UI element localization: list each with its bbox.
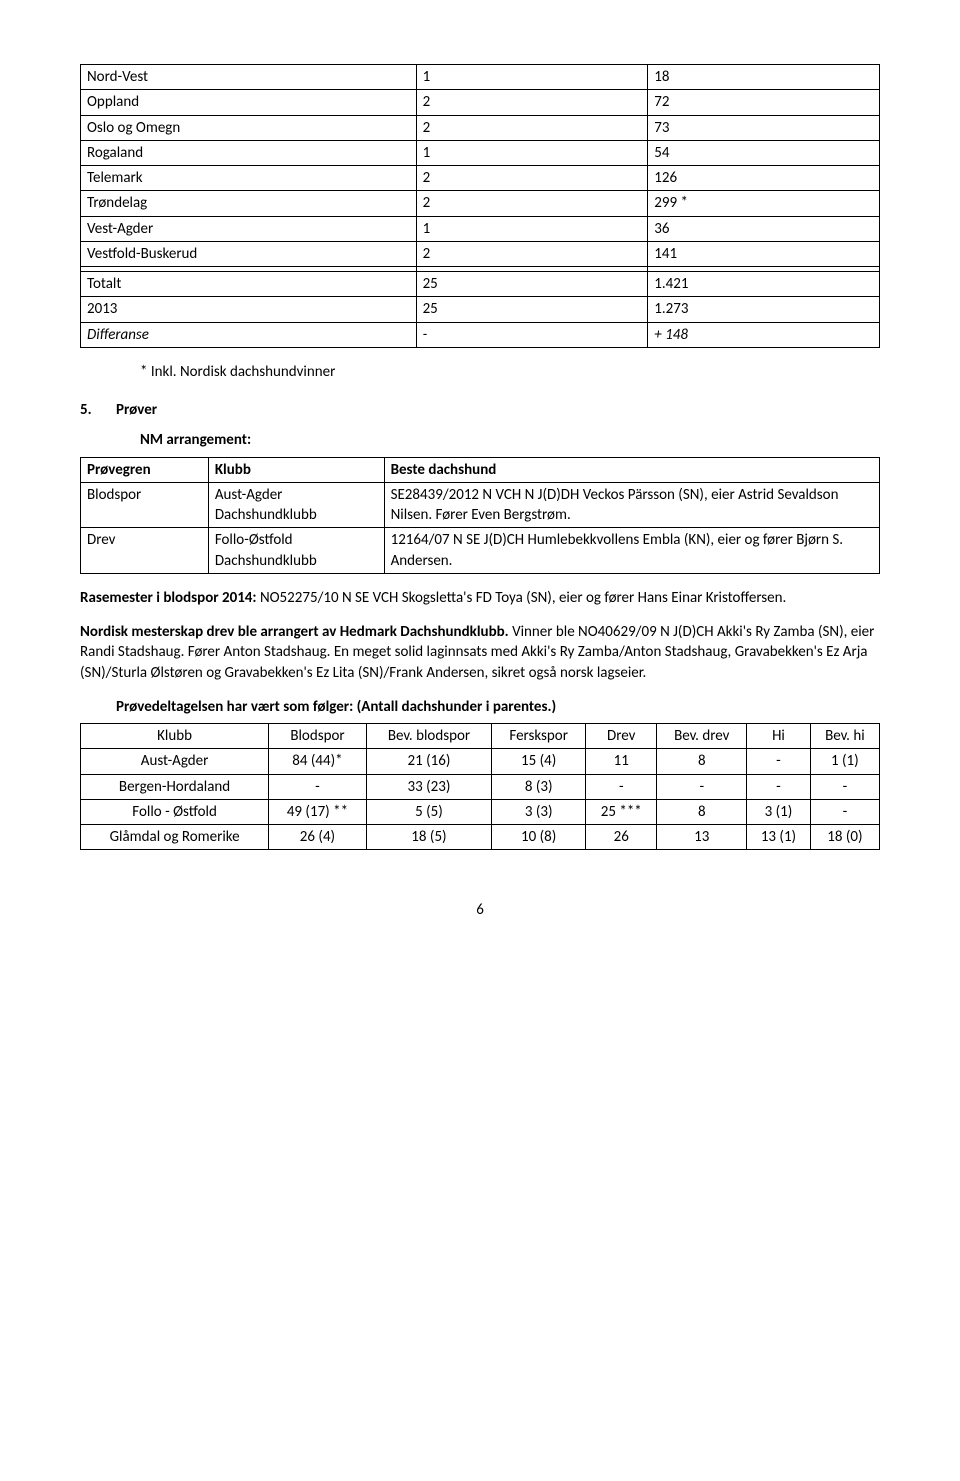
table-header-cell: Bev. blodspor [366, 724, 491, 749]
table-cell: Rogaland [81, 140, 417, 165]
table-cell: 8 [657, 799, 747, 824]
table-header-cell: Prøvegren [81, 457, 209, 482]
table-cell: Totalt [81, 272, 417, 297]
table-cell: 72 [648, 90, 880, 115]
table-header-cell: Blodspor [269, 724, 367, 749]
region-counts-table: Nord-Vest118Oppland272Oslo og Omegn273Ro… [80, 64, 880, 348]
table-header-cell: Ferskspor [492, 724, 586, 749]
table-cell: 2 [416, 166, 648, 191]
deltagelse-heading: Prøvedeltagelsen har vært som følger: (A… [116, 697, 880, 717]
table-cell: 13 (1) [747, 825, 811, 850]
table-cell: - [416, 322, 648, 347]
table-cell: Trøndelag [81, 191, 417, 216]
table-cell: 2 [416, 90, 648, 115]
table-cell: 54 [648, 140, 880, 165]
table-cell: 5 (5) [366, 799, 491, 824]
table-cell: Aust-Agder Dachshundklubb [208, 482, 384, 528]
table-cell: Telemark [81, 166, 417, 191]
table-cell: Oslo og Omegn [81, 115, 417, 140]
table-cell: 8 [657, 749, 747, 774]
table-cell: 26 (4) [269, 825, 367, 850]
table-cell: - [586, 774, 657, 799]
table-cell: 18 (0) [810, 825, 879, 850]
table-cell: 2 [416, 115, 648, 140]
nordisk-bold: Nordisk mesterskap drev ble arrangert av… [80, 623, 509, 641]
table-cell: Oppland [81, 90, 417, 115]
table-cell: 1 (1) [810, 749, 879, 774]
table-cell: 1 [416, 140, 648, 165]
table-cell: 8 (3) [492, 774, 586, 799]
table-cell: Nord-Vest [81, 65, 417, 90]
table-cell: Vestfold-Buskerud [81, 241, 417, 266]
table-cell: Drev [81, 528, 209, 574]
table-header-cell: Bev. hi [810, 724, 879, 749]
table-cell: 1.273 [648, 297, 880, 322]
table-cell: 26 [586, 825, 657, 850]
table-cell: Aust-Agder [81, 749, 269, 774]
table-cell: 18 [648, 65, 880, 90]
table-cell: 2 [416, 191, 648, 216]
table-cell: Follo - Østfold [81, 799, 269, 824]
table-cell: 1 [416, 65, 648, 90]
inkl-note: * Inkl. Nordisk dachshundvinner [140, 362, 880, 382]
table-cell: Blodspor [81, 482, 209, 528]
table-cell: 21 (16) [366, 749, 491, 774]
table-cell: 141 [648, 241, 880, 266]
table-cell: 3 (1) [747, 799, 811, 824]
section-5-heading: 5. Prøver [80, 400, 880, 420]
section-title: Prøver [116, 400, 157, 420]
table-cell: - [747, 749, 811, 774]
table-header-cell: Klubb [208, 457, 384, 482]
nm-arrangement-heading: NM arrangement: [140, 430, 880, 450]
nm-arrangement-table: PrøvegrenKlubbBeste dachshund BlodsporAu… [80, 457, 880, 574]
table-cell: 33 (23) [366, 774, 491, 799]
page-number: 6 [80, 900, 880, 920]
table-header-cell: Drev [586, 724, 657, 749]
table-cell: - [810, 774, 879, 799]
table-header-cell: Beste dachshund [384, 457, 879, 482]
section-number: 5. [80, 400, 116, 420]
table-cell: SE28439/2012 N VCH N J(D)DH Veckos Pärss… [384, 482, 879, 528]
deltagelse-table: KlubbBlodsporBev. blodsporFersksporDrevB… [80, 723, 880, 850]
table-cell: 49 (17) ** [269, 799, 367, 824]
table-header-cell: Bev. drev [657, 724, 747, 749]
table-cell: 12164/07 N SE J(D)CH Humlebekkvollens Em… [384, 528, 879, 574]
table-cell: Vest-Agder [81, 216, 417, 241]
table-cell: 25 [416, 297, 648, 322]
table-cell: 36 [648, 216, 880, 241]
table-cell: 15 (4) [492, 749, 586, 774]
table-cell: 1.421 [648, 272, 880, 297]
table-cell: Differanse [81, 322, 417, 347]
nordisk-paragraph: Nordisk mesterskap drev ble arrangert av… [80, 622, 880, 683]
table-cell: Bergen-Hordaland [81, 774, 269, 799]
table-cell: 2013 [81, 297, 417, 322]
table-cell: 73 [648, 115, 880, 140]
table-header-cell: Klubb [81, 724, 269, 749]
rasemester-text: NO52275/10 N SE VCH Skogsletta's FD Toya… [260, 589, 786, 607]
table-cell: 299 * [648, 191, 880, 216]
rasemester-label: Rasemester i blodspor 2014: [80, 589, 260, 607]
table-cell: 11 [586, 749, 657, 774]
table-cell: - [657, 774, 747, 799]
table-cell: Glåmdal og Romerike [81, 825, 269, 850]
table-cell: 126 [648, 166, 880, 191]
table-cell: 3 (3) [492, 799, 586, 824]
table-cell: 25 [416, 272, 648, 297]
table-cell: 10 (8) [492, 825, 586, 850]
table-cell: - [747, 774, 811, 799]
table-cell: 84 (44)* [269, 749, 367, 774]
table-cell: 25 *** [586, 799, 657, 824]
table-cell: 1 [416, 216, 648, 241]
rasemester-paragraph: Rasemester i blodspor 2014: NO52275/10 N… [80, 588, 880, 608]
table-header-cell: Hi [747, 724, 811, 749]
table-cell: 13 [657, 825, 747, 850]
table-cell: - [810, 799, 879, 824]
table-cell: 18 (5) [366, 825, 491, 850]
table-cell: + 148 [648, 322, 880, 347]
table-cell: 2 [416, 241, 648, 266]
table-cell: Follo-Østfold Dachshundklubb [208, 528, 384, 574]
table-cell: - [269, 774, 367, 799]
